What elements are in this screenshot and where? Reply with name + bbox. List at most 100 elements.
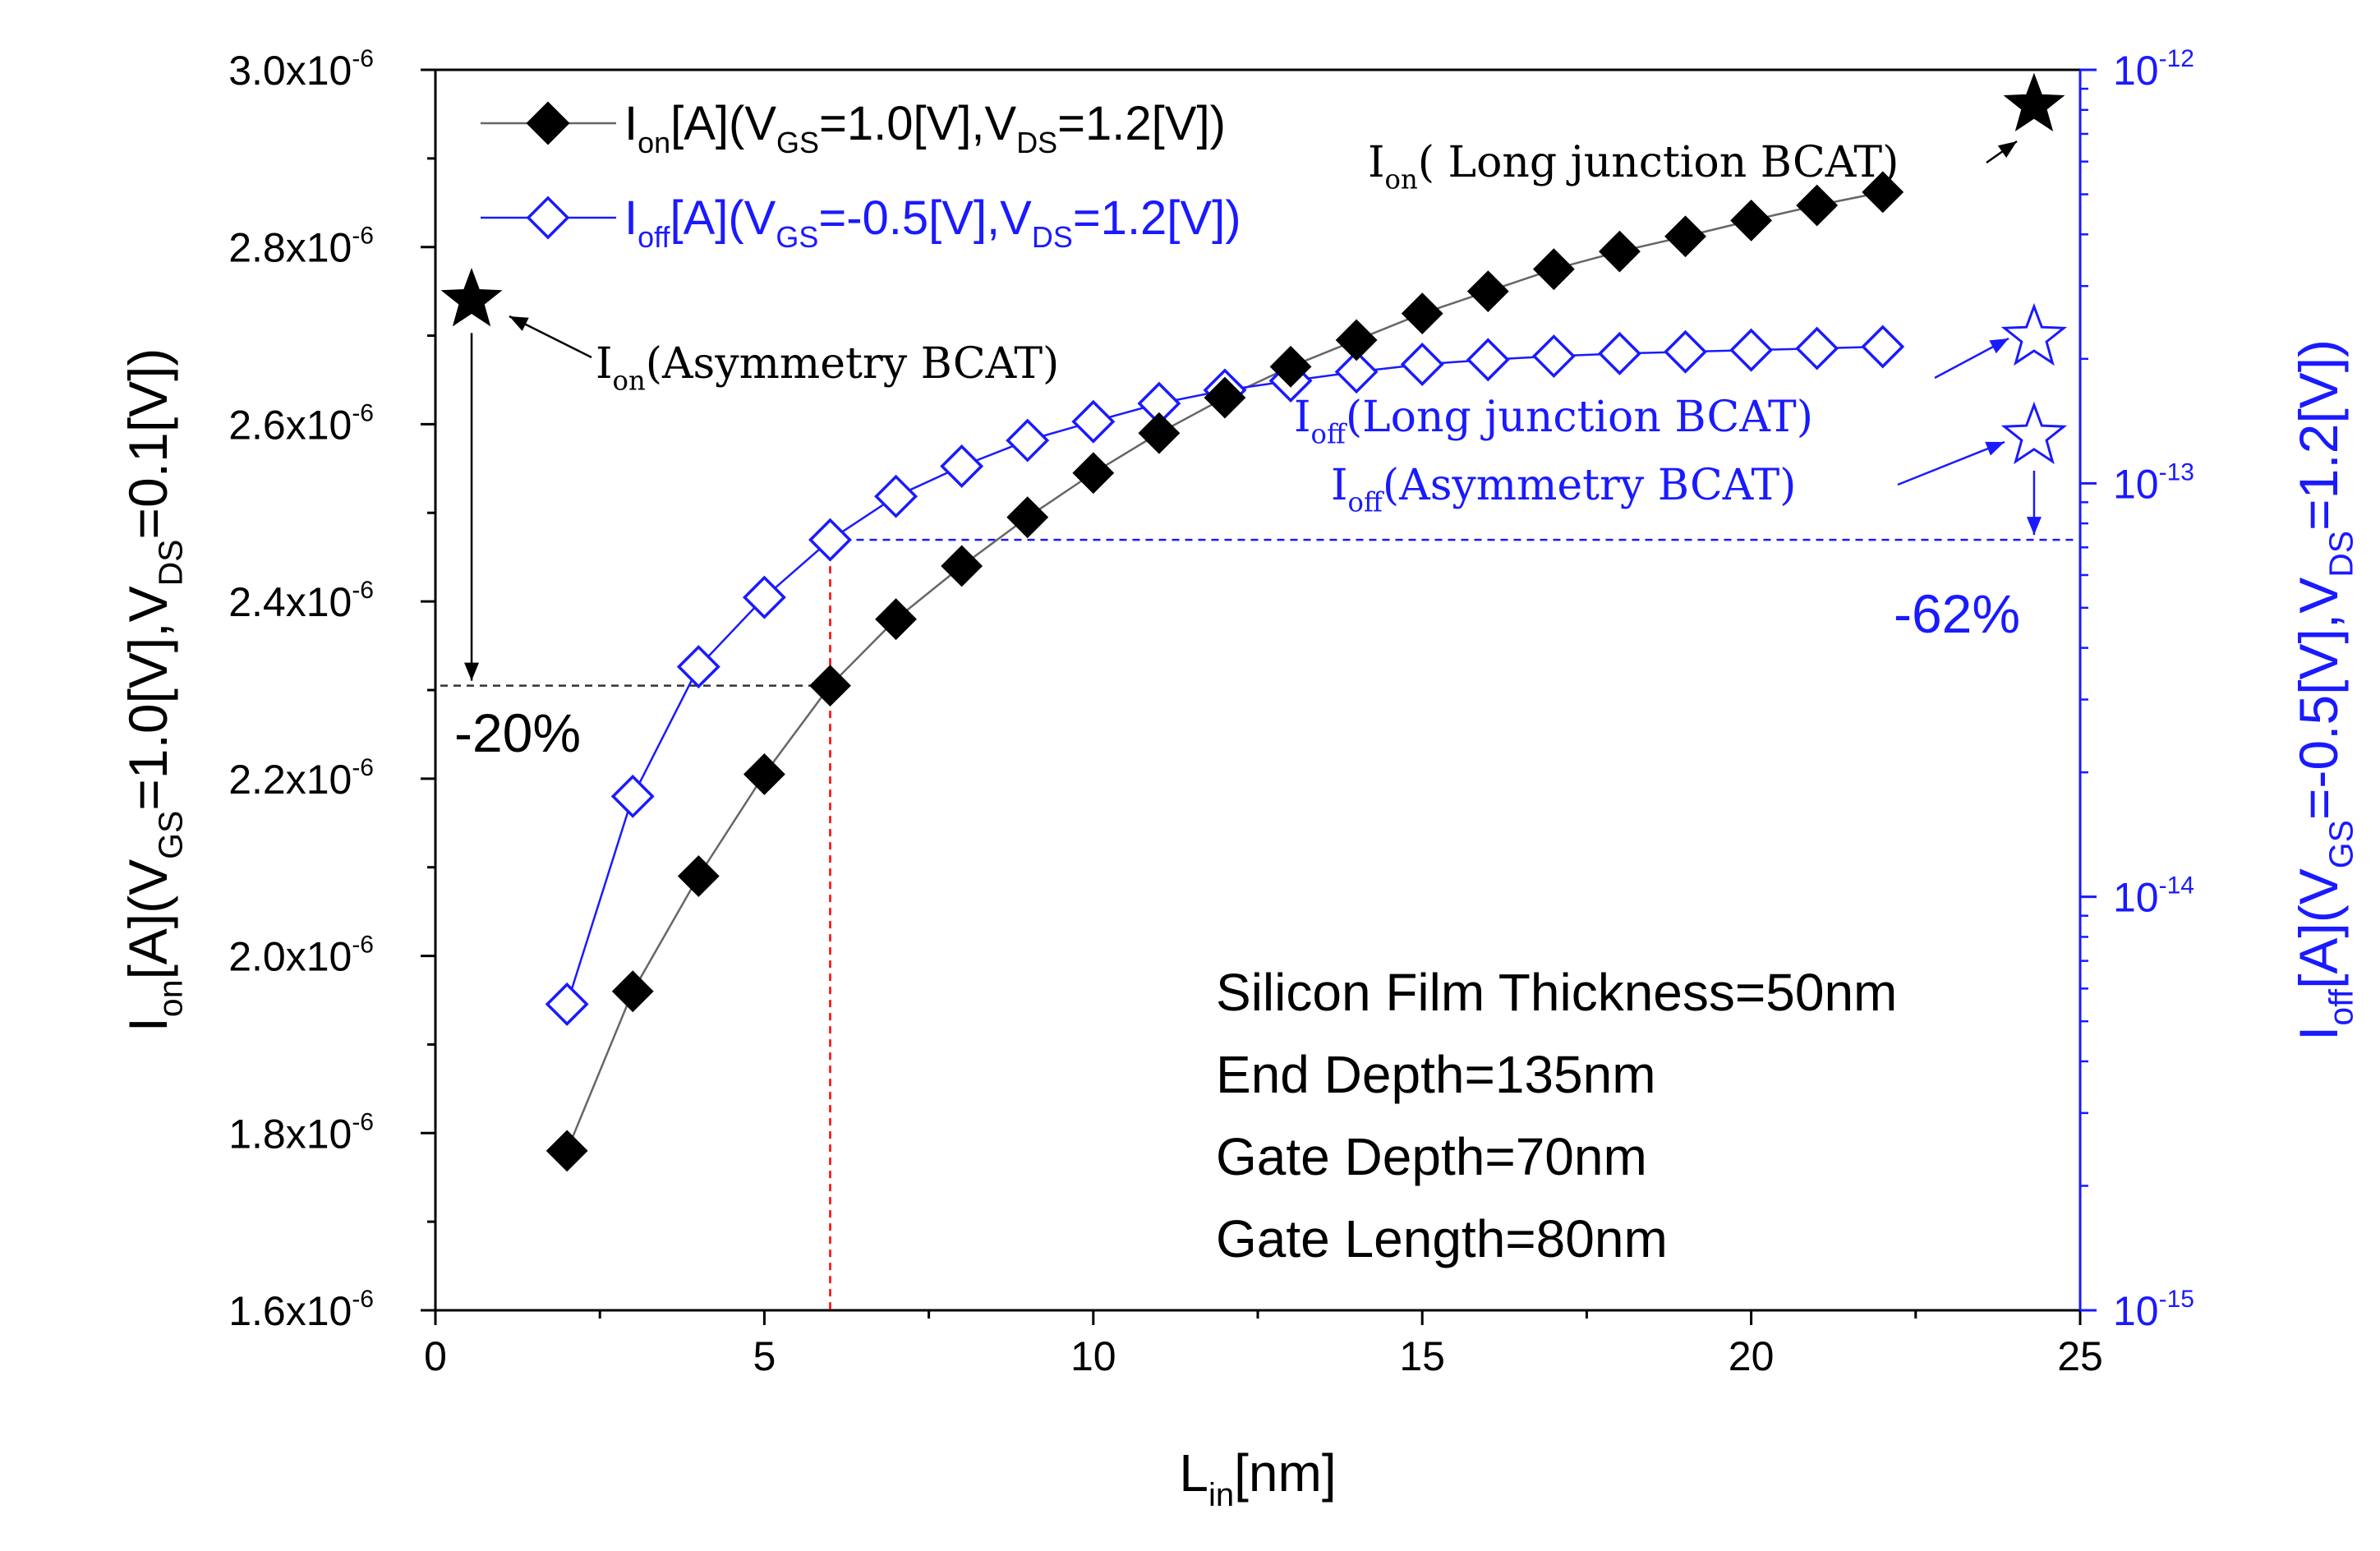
ref-label-ioff-asym: Ioff(Asymmetry BCAT) bbox=[1331, 461, 1796, 518]
ioff-asym-arrow-line bbox=[1897, 440, 2005, 486]
ion-data-point bbox=[611, 970, 654, 1013]
ref-label-ioff-long-part: I bbox=[1294, 393, 1311, 442]
ioff-series-line bbox=[565, 345, 1883, 1005]
ioff-data-point bbox=[1466, 338, 1510, 382]
ioff-data-point bbox=[742, 575, 786, 619]
ion-data-point bbox=[941, 545, 983, 587]
ion-data-point bbox=[1532, 248, 1575, 291]
ion-data-point bbox=[1664, 215, 1706, 258]
y-right-tick-label: 10-15 bbox=[2113, 1286, 2194, 1334]
ion-data-point bbox=[1006, 496, 1049, 539]
y-right-tick-label: 10-14 bbox=[2113, 872, 2194, 921]
legend-ioff-marker bbox=[526, 196, 570, 240]
ion-long-junction-star bbox=[2003, 72, 2065, 132]
legend-ioff-label-part: [A](V bbox=[670, 191, 776, 245]
ioff-long-junction-star bbox=[2000, 302, 2068, 366]
ref-label-ioff-asym-part: (Asymmetry BCAT) bbox=[1383, 461, 1797, 510]
ioff-data-point bbox=[1531, 334, 1576, 379]
y-left-axis-title-part: [A](V bbox=[117, 859, 178, 980]
x-axis-title: Lin[nm] bbox=[1179, 1443, 1336, 1513]
y-right-axis-title-part: off bbox=[2322, 988, 2359, 1025]
ioff-data-point bbox=[545, 982, 589, 1026]
legend-ioff-label-part: =1.2[V]) bbox=[1073, 191, 1241, 245]
ioff-data-point bbox=[808, 518, 852, 562]
y-left-tick-label: 2.6x10-6 bbox=[228, 399, 374, 448]
x-tick-label: 25 bbox=[2057, 1333, 2103, 1379]
ref-label-ion-asym-part: (Asymmetry BCAT) bbox=[646, 339, 1060, 389]
y-left-tick-mantissa: 2.4x10 bbox=[228, 579, 352, 625]
ion-data-point bbox=[1401, 292, 1443, 335]
legend-ioff-label-part: off bbox=[638, 220, 670, 254]
y-right-axis-title-part: [A](V bbox=[2288, 868, 2349, 989]
y-right-tick-exponent: -14 bbox=[2159, 872, 2194, 900]
info-line: Silicon Film Thickness=50nm bbox=[1216, 963, 1897, 1022]
y-left-tick-exponent: -6 bbox=[352, 1108, 374, 1135]
ioff-data-point bbox=[610, 774, 655, 818]
y-right-tick-label: 10-12 bbox=[2113, 45, 2194, 94]
y-left-tick-label: 3.0x10-6 bbox=[228, 45, 374, 94]
ioff-long-arrow-head bbox=[1989, 338, 2009, 354]
y-right-tick-exponent: -12 bbox=[2159, 45, 2194, 72]
legend-ioff-label: Ioff[A](VGS=-0.5[V],VDS=1.2[V]) bbox=[624, 191, 1241, 254]
ioff-data-point bbox=[1729, 328, 1774, 372]
ion-data-point bbox=[1269, 345, 1312, 388]
ref-label-ioff-long-part: off bbox=[1311, 419, 1347, 450]
legend-ioff-label-part: DS bbox=[1032, 220, 1073, 254]
y-left-tick-mantissa: 2.2x10 bbox=[228, 757, 352, 803]
x-axis-title-sub: in bbox=[1208, 1477, 1234, 1513]
ioff-change-label: -62% bbox=[1894, 583, 2020, 644]
y-left-tick-label: 2.0x10-6 bbox=[228, 932, 374, 980]
ioff-data-point bbox=[940, 444, 984, 488]
y-left-tick-mantissa: 2.8x10 bbox=[228, 225, 352, 271]
legend-ion-marker bbox=[526, 101, 570, 145]
info-line: Gate Length=80nm bbox=[1216, 1209, 1668, 1268]
y-left-tick-exponent: -6 bbox=[352, 577, 374, 604]
ioff-data-point bbox=[1597, 331, 1641, 375]
y-left-tick-exponent: -6 bbox=[352, 45, 374, 72]
ion-data-point bbox=[1796, 184, 1839, 227]
legend-ion-label-part: DS bbox=[1016, 126, 1057, 159]
y-left-tick-exponent: -6 bbox=[352, 932, 374, 959]
ioff-data-point bbox=[1006, 418, 1050, 463]
ref-label-ioff-long-part: (Long junction BCAT) bbox=[1346, 393, 1813, 442]
y-right-axis-title-part: GS bbox=[2322, 820, 2359, 868]
y-left-axis-title: Ion[A](VGS=1.0[V],VDS=0.1[V]) bbox=[117, 348, 189, 1033]
ioff-data-point bbox=[1861, 324, 1905, 369]
ref-label-ion-long: Ion( Long junction BCAT) bbox=[1368, 138, 1899, 196]
y-left-tick-exponent: -6 bbox=[352, 223, 374, 250]
y-left-tick-mantissa: 2.6x10 bbox=[228, 402, 352, 448]
ioff-data-point bbox=[1400, 342, 1444, 386]
y-left-tick-exponent: -6 bbox=[352, 1286, 374, 1313]
info-line: Gate Depth=70nm bbox=[1216, 1127, 1647, 1186]
ion-data-point bbox=[1138, 412, 1181, 454]
legend-ion-label-part: GS bbox=[776, 126, 819, 159]
y-left-axis-title-part: =0.1[V]) bbox=[117, 348, 178, 540]
legend-ion-label-part: =1.2[V]) bbox=[1057, 97, 1226, 150]
y-left-tick-exponent: -6 bbox=[352, 399, 374, 426]
ioff-asym-arrow-head bbox=[1985, 441, 2005, 456]
x-axis-title-main: L bbox=[1179, 1443, 1208, 1503]
y-left-tick-label: 2.2x10-6 bbox=[228, 754, 374, 803]
y-right-axis-title-part: DS bbox=[2322, 531, 2359, 578]
x-tick-label: 0 bbox=[424, 1333, 447, 1379]
legend-ioff-label-part: GS bbox=[776, 220, 818, 254]
x-axis-title-rest: [nm] bbox=[1234, 1443, 1336, 1503]
y-right-axis-title-part: I bbox=[2288, 1026, 2349, 1041]
ioff-data-point bbox=[1795, 326, 1839, 370]
y-left-tick-label: 1.6x10-6 bbox=[228, 1286, 374, 1334]
y-right-tick-mantissa: 10 bbox=[2113, 1288, 2159, 1334]
y-left-tick-exponent: -6 bbox=[352, 754, 374, 781]
ion-data-point bbox=[1599, 230, 1641, 273]
y-left-axis-title-part: GS bbox=[151, 811, 189, 859]
ref-label-ioff-asym-part: off bbox=[1348, 487, 1384, 518]
legend-ioff-label-part: I bbox=[624, 191, 638, 245]
y-left-tick-mantissa: 1.6x10 bbox=[228, 1288, 352, 1334]
ion-data-point bbox=[1730, 199, 1773, 242]
ion-asym-arrow-head bbox=[509, 316, 529, 331]
y-right-axis-title: Ioff[A](VGS=-0.5[V],VDS=1.2[V]) bbox=[2288, 339, 2359, 1041]
ref-label-ion-asym-part: I bbox=[596, 339, 613, 389]
y-right-axis-title-part: =-0.5[V],V bbox=[2288, 578, 2349, 820]
x-tick-label: 10 bbox=[1070, 1333, 1116, 1379]
info-line: End Depth=135nm bbox=[1216, 1045, 1656, 1104]
ion-data-point bbox=[1204, 376, 1246, 419]
